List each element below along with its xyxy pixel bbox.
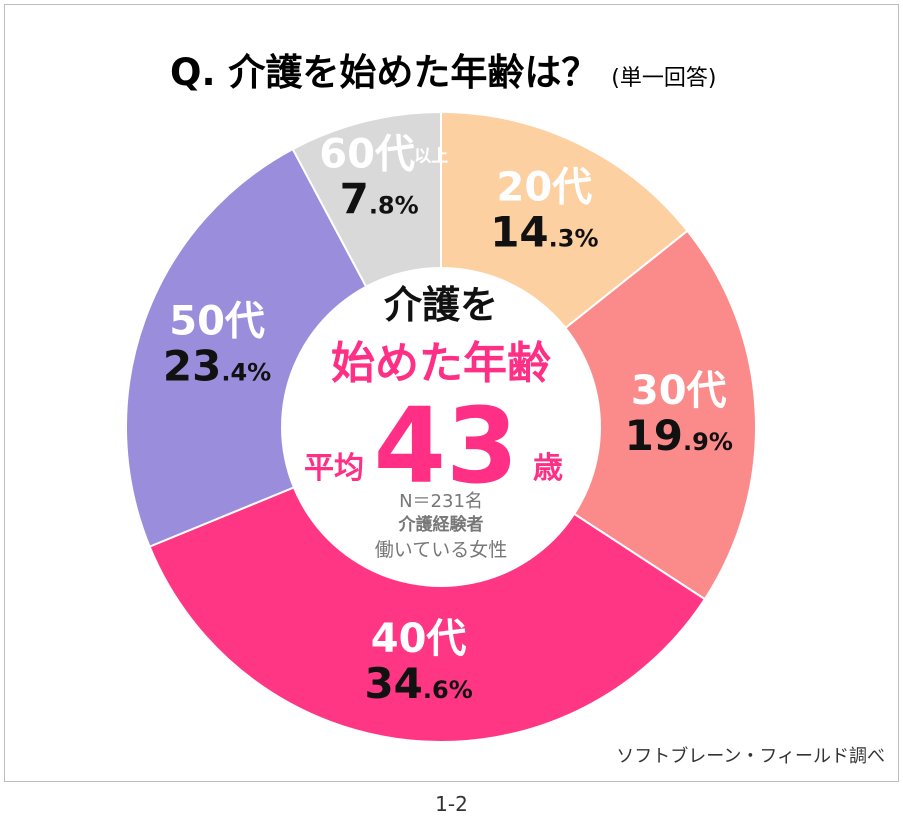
label-age-60s-plus: 60代 bbox=[319, 132, 415, 178]
label-age-40s: 40代 bbox=[371, 616, 467, 662]
label-value-60s-plus: 7.8% bbox=[340, 175, 419, 224]
center-average-value: 43 bbox=[374, 385, 519, 507]
chart-title: Q. 介護を始めた年齢は？ (単一回答) bbox=[170, 42, 716, 96]
label-age-30s: 30代 bbox=[631, 368, 727, 414]
label-age-20s: 20代 bbox=[497, 165, 593, 211]
center-line2: 始めた年齢 bbox=[331, 338, 551, 389]
label-value-20s: 14.3% bbox=[490, 208, 598, 257]
donut-hole bbox=[281, 267, 601, 587]
source-note: ソフトブレーン・フィールド調べ bbox=[616, 746, 885, 767]
center-average-unit: 歳 bbox=[533, 451, 563, 486]
title-main: Q. 介護を始めた年齢は？ bbox=[170, 51, 599, 94]
label-value-30s: 19.9% bbox=[625, 411, 733, 460]
center-average-label: 平均 bbox=[304, 451, 364, 486]
center-group1: 介護経験者 bbox=[398, 514, 484, 535]
center-group2: 働いている女性 bbox=[375, 539, 507, 561]
page-number: 1-2 bbox=[435, 792, 468, 816]
center-line1: 介護を bbox=[384, 283, 498, 327]
label-60s-plus: 60代 以上 7.8% bbox=[319, 132, 448, 224]
center-sample-size: N＝231名 bbox=[399, 491, 483, 512]
center-summary: 介護を 始めた年齢 平均 43 歳 N＝231名 介護経験者 働いている女性 bbox=[304, 283, 563, 561]
label-age-50s: 50代 bbox=[169, 298, 265, 344]
label-age-sub-60s-plus: 以上 bbox=[414, 147, 448, 167]
label-value-40s: 34.6% bbox=[364, 659, 472, 708]
title-subtitle: (単一回答) bbox=[611, 66, 717, 91]
label-value-50s: 23.4% bbox=[163, 341, 271, 390]
